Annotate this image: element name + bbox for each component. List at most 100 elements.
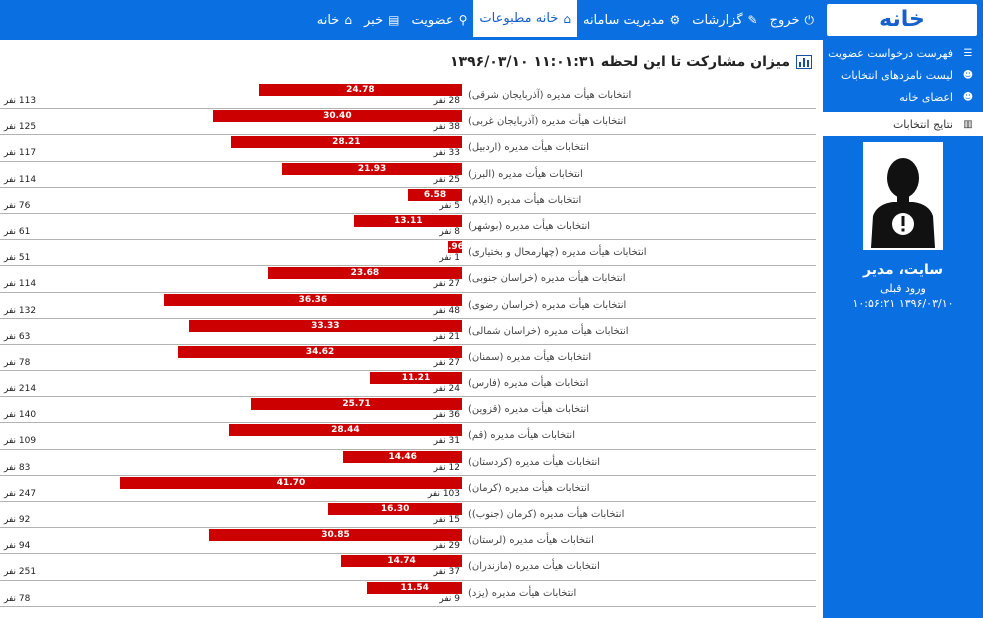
participants-count: 48 نفر [433,305,460,316]
chart-row: 24.78 انتخابات هیأت مدیره (آذربایجان شرقی… [0,83,816,110]
election-label[interactable]: انتخابات هیأت مدیره (کردستان) [468,456,601,468]
site-logo[interactable]: خانه مطبوعات [827,4,977,64]
bar-percent-label: 30.85 [321,530,350,541]
election-label[interactable]: انتخابات هیأت مدیره (البرز) [468,168,583,180]
sidebar-item-3[interactable]: ▥ نتایج انتخابات [823,112,983,136]
nav-item-5[interactable]: ✎ گزارشات [686,0,763,40]
chart-icon: ▥ [963,118,973,130]
chart-row: 23.68 انتخابات هیأت مدیره (خراسان جنوبی) 2… [0,266,816,293]
chart-row: 16.30 انتخابات هیأت مدیره (کرمان (جنوب)) 1… [0,502,816,529]
participation-bar [282,162,462,175]
participation-bar [408,188,462,201]
bar-percent-label: 23.68 [350,268,380,279]
total-count: 51 نفر [4,253,31,264]
election-label[interactable]: انتخابات هیأت مدیره (سمنان) [468,351,592,363]
participants-count: 31 نفر [433,436,460,447]
nav-item-1[interactable]: ▤ خبر [358,0,405,40]
nav-item-2[interactable]: ⚲ عضویت [405,0,473,40]
user-profile: سایت، مدیر ورود قبلی ۱۳۹۶/۰۳/۱۰ ۱۰:۵۶:۲۱ [823,142,983,310]
bar-percent-label: 11.54 [400,582,429,593]
main-content: میزان مشارکت تا این لحظه ۱۱:۰۱:۳۱ ۱۳۹۶/۰… [0,40,816,618]
total-count: 214 نفر [4,384,37,395]
nav-item-6[interactable]: ⏻ خروج [764,0,820,40]
participants-count: 9 نفر [439,593,460,604]
participation-chart: 24.78 انتخابات هیأت مدیره (آذربایجان شرقی… [0,83,816,607]
bar-percent-label: 25.71 [342,399,371,410]
sidebar-item-label: اعضای خانه [899,90,953,104]
total-count: 125 نفر [4,122,37,133]
participation-bar [163,293,462,306]
sidebar-item-label: لیست نامزدهای انتخابات [841,68,953,82]
bar-percent-label: 16.30 [380,504,410,514]
nav-item-4[interactable]: ⚙ مدیریت سامانه [577,0,686,40]
participants-count: 12 نفر [433,462,460,473]
chart-row: 25.71 انتخابات هیأت مدیره (قزوین) 36 نفر 14… [0,397,816,424]
sidebar-item-0[interactable]: ☰ فهرست درخواست عضویت [823,42,983,64]
election-label[interactable]: انتخابات هیأت مدیره (قم) [468,430,575,442]
participation-bar [228,424,462,437]
page-title: میزان مشارکت تا این لحظه ۱۱:۰۱:۳۱ ۱۳۹۶/۰… [450,54,790,70]
participants-count: 103 نفر [427,488,460,499]
user-silhouette-icon [865,144,941,248]
participants-count: 1 نفر [439,253,460,264]
total-count: 83 نفر [4,462,31,473]
total-count: 140 نفر [4,410,37,421]
power-icon: ⏻ [804,12,815,27]
bar-percent-label: .96 [448,242,464,253]
sidebar-menu: ☰ فهرست درخواست عضویت ☻ لیست نامزدهای انتخا… [823,42,983,136]
bar-percent-label: 28.21 [332,137,361,148]
bar-percent-label: 14.46 [388,451,417,462]
election-label[interactable]: انتخابات هیأت مدیره (اردبیل) [468,142,589,154]
bar-percent-label: 21.93 [357,163,387,174]
bar-percent-label: 14.74 [387,556,416,567]
election-label[interactable]: انتخابات هیأت مدیره (فارس) [468,378,589,390]
thumbs-icon: ✎ [747,13,758,27]
participation-bar [448,241,462,254]
participation-bar [343,450,462,463]
profile-name: سایت، مدیر [862,262,943,278]
total-count: 78 نفر [4,593,31,604]
sidebar-item-1[interactable]: ☻ لیست نامزدهای انتخابات [823,64,983,86]
participants-count: 15 نفر [433,515,460,525]
chart-row: 30.40 انتخابات هیأت مدیره (آذربایجان غربی… [0,109,816,136]
election-label[interactable]: انتخابات هیأت مدیره (کرمان) [468,482,590,494]
participation-bar [367,581,462,594]
total-count: 132 نفر [4,305,37,316]
chart-row: 28.44 انتخابات هیأت مدیره (قم) 31 نفر 109 ن… [0,423,816,450]
chart-row: 14.46 انتخابات هیأت مدیره (کردستان) 12 نفر… [0,450,816,476]
nav-item-0[interactable]: ⌂ خانه [311,0,358,40]
election-label[interactable]: انتخابات هیأت مدیره (چهارمحال و بختیاری) [468,247,647,259]
chart-row: 14.74 انتخابات هیأت مدیره (مازندران) 37 نف… [0,554,816,581]
participants-count: 28 نفر [433,96,460,106]
bar-chart-icon [796,55,812,69]
chart-row: 30.85 انتخابات هیأت مدیره (لرستان) 29 نفر 9… [0,528,816,555]
participants-count: 29 نفر [433,541,460,552]
election-label[interactable]: انتخابات هیأت مدیره (یزد) [468,587,577,599]
file-icon: ▤ [388,13,400,27]
chart-row: 13.11 انتخابات هیأت مدیره (بوشهر) 8 نفر 61 … [0,214,816,241]
election-label[interactable]: انتخابات هیأت مدیره (خراسان جنوبی) [468,273,626,285]
election-label[interactable]: انتخابات هیأت مدیره (بوشهر) [468,220,591,232]
nav-item-3[interactable]: ⌂ خانه مطبوعات [473,0,577,40]
election-label[interactable]: انتخابات هیأت مدیره (خراسان رضوی) [468,299,627,311]
total-count: 109 نفر [4,436,37,447]
election-label[interactable]: انتخابات هیأت مدیره (قزوین) [468,404,590,416]
bar-percent-label: 41.70 [276,477,306,488]
participants-count: 24 نفر [433,384,460,395]
chart-row: 11.54 انتخابات هیأت مدیره (یزد) 9 نفر 78 نف… [0,581,816,607]
election-label[interactable]: انتخابات هیأت مدیره (آذربایجان شرقی) [468,90,632,101]
participation-bar [267,267,462,280]
participation-bar [120,476,462,489]
election-label[interactable]: انتخابات هیأت مدیره (ایلام) [468,194,582,206]
election-label[interactable]: انتخابات هیأت مدیره (لرستان) [468,535,594,547]
last-login-value: ۱۳۹۶/۰۳/۱۰ ۱۰:۵۶:۲۱ [852,297,954,310]
election-label[interactable]: انتخابات هیأت مدیره (کرمان (جنوب)) [468,509,625,520]
bar-percent-label: 6.58 [423,189,447,200]
chart-row: 6.58 انتخابات هیأت مدیره (ایلام) 5 نفر 76 ن… [0,188,816,214]
election-label[interactable]: انتخابات هیأت مدیره (خراسان شمالی) [468,325,629,337]
sidebar-item-2[interactable]: ☻ اعضای خانه [823,86,983,108]
election-label[interactable]: انتخابات هیأت مدیره (آذربایجان غربی) [468,116,627,128]
nav-label: خبر [363,12,384,28]
chart-row: 33.33 انتخابات هیأت مدیره (خراسان شمالی) 2… [0,319,816,345]
election-label[interactable]: انتخابات هیأت مدیره (مازندران) [468,561,600,573]
